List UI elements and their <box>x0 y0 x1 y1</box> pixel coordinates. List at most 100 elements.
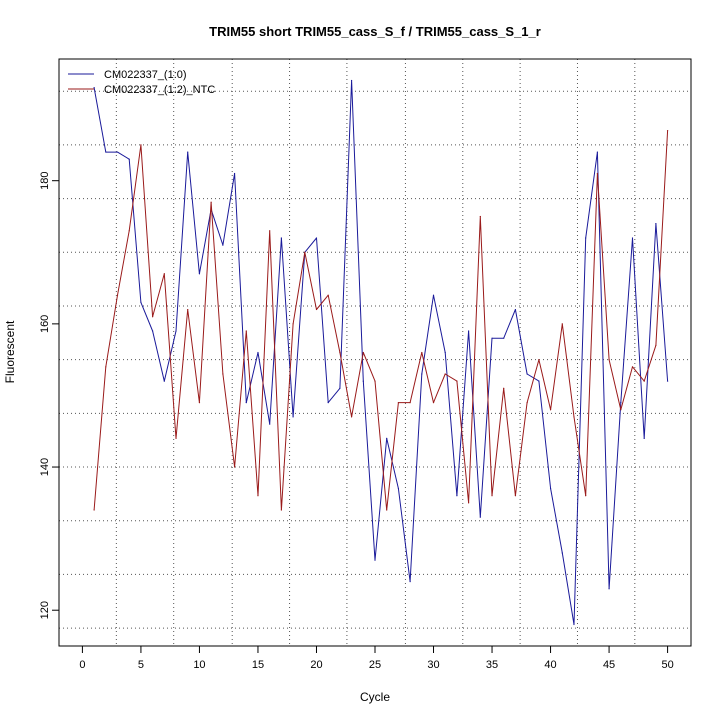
data-point <box>233 172 236 175</box>
x-tick-label: 50 <box>661 659 673 671</box>
data-point <box>257 351 259 354</box>
data-point <box>187 151 189 153</box>
data-point <box>643 380 645 382</box>
data-point <box>643 437 645 440</box>
x-tick-label: 5 <box>138 659 144 671</box>
data-point <box>210 201 212 203</box>
grid <box>59 59 691 646</box>
data-point <box>116 294 119 296</box>
data-point <box>327 294 329 296</box>
y-tick-label: 140 <box>39 458 51 476</box>
x-tick-label: 15 <box>252 659 264 671</box>
data-point <box>175 330 177 332</box>
data-point <box>257 495 259 497</box>
data-point <box>163 273 165 275</box>
legend: CM022337_(1:0) CM022337_(1:2)_NTC <box>68 69 215 96</box>
legend-label: CM022337_(1:0) <box>104 69 187 81</box>
data-point <box>666 129 669 132</box>
data-point <box>608 359 610 361</box>
data-point <box>444 373 446 375</box>
data-point <box>561 552 563 554</box>
legend-label: CM022337_(1:2)_NTC <box>104 84 215 96</box>
data-point <box>468 330 470 332</box>
data-point <box>479 215 481 218</box>
data-point <box>339 387 341 389</box>
data-point <box>526 402 528 404</box>
data-point <box>631 237 634 239</box>
data-point <box>222 244 224 246</box>
data-point <box>432 402 435 404</box>
data-point <box>198 273 201 275</box>
x-tick-label: 10 <box>193 659 205 671</box>
data-point <box>479 516 481 518</box>
data-point <box>245 402 247 404</box>
data-point <box>198 402 201 404</box>
data-point <box>140 144 142 146</box>
data-point <box>655 223 657 225</box>
data-point <box>514 495 517 497</box>
data-point <box>468 502 470 504</box>
data-point <box>666 380 669 382</box>
data-point <box>409 402 411 404</box>
data-point <box>491 337 493 339</box>
y-tick-label: 120 <box>39 601 51 619</box>
data-point <box>503 387 505 389</box>
data-point <box>596 151 598 153</box>
data-point <box>397 402 400 404</box>
data-point <box>269 423 271 425</box>
data-point <box>140 301 142 303</box>
data-point <box>93 509 95 511</box>
data-point <box>620 409 622 411</box>
data-point <box>655 344 657 346</box>
data-point <box>327 402 329 404</box>
data-point <box>538 359 540 361</box>
data-point <box>386 437 388 440</box>
data-point <box>350 416 353 418</box>
data-point <box>561 323 563 325</box>
chart-title: TRIM55 short TRIM55_cass_S_f / TRIM55_ca… <box>209 24 541 39</box>
data-point <box>526 373 528 375</box>
data-point <box>175 437 177 440</box>
data-point <box>620 402 622 404</box>
data-point <box>362 351 364 354</box>
data-point <box>339 351 341 354</box>
data-point <box>549 487 552 490</box>
y-tick-label: 180 <box>39 172 51 190</box>
series-line-1 <box>93 80 669 625</box>
x-axis-label: Cycle <box>360 690 390 704</box>
data-point <box>409 580 411 583</box>
data-point <box>549 409 552 411</box>
data-point <box>514 308 517 311</box>
data-point <box>386 509 388 511</box>
x-tick-label: 30 <box>427 659 439 671</box>
data-point <box>315 308 318 311</box>
data-point <box>187 308 189 311</box>
x-tick-label: 25 <box>369 659 381 671</box>
x-tick-label: 35 <box>486 659 498 671</box>
data-point <box>280 237 282 239</box>
data-point <box>421 373 423 375</box>
data-point <box>374 380 376 382</box>
data-point <box>128 158 130 160</box>
data-point <box>374 559 376 561</box>
data-point <box>280 509 282 511</box>
data-point <box>292 416 294 418</box>
x-axis: 0 5 10 15 20 25 30 35 40 45 50 <box>79 645 674 671</box>
data-point <box>105 366 107 368</box>
y-axis: 120 140 160 180 <box>39 172 60 619</box>
data-point <box>304 251 306 253</box>
data-point <box>116 151 119 153</box>
data-point <box>233 466 236 468</box>
data-point <box>538 380 540 382</box>
data-point <box>362 380 364 382</box>
data-point <box>596 172 598 175</box>
x-tick-label: 20 <box>310 659 322 671</box>
data-point <box>105 151 107 153</box>
data-point <box>152 316 154 318</box>
y-tick-label: 160 <box>39 315 51 333</box>
data-point <box>163 380 165 382</box>
x-tick-label: 45 <box>603 659 615 671</box>
data-point <box>585 237 587 239</box>
data-point <box>444 351 446 354</box>
